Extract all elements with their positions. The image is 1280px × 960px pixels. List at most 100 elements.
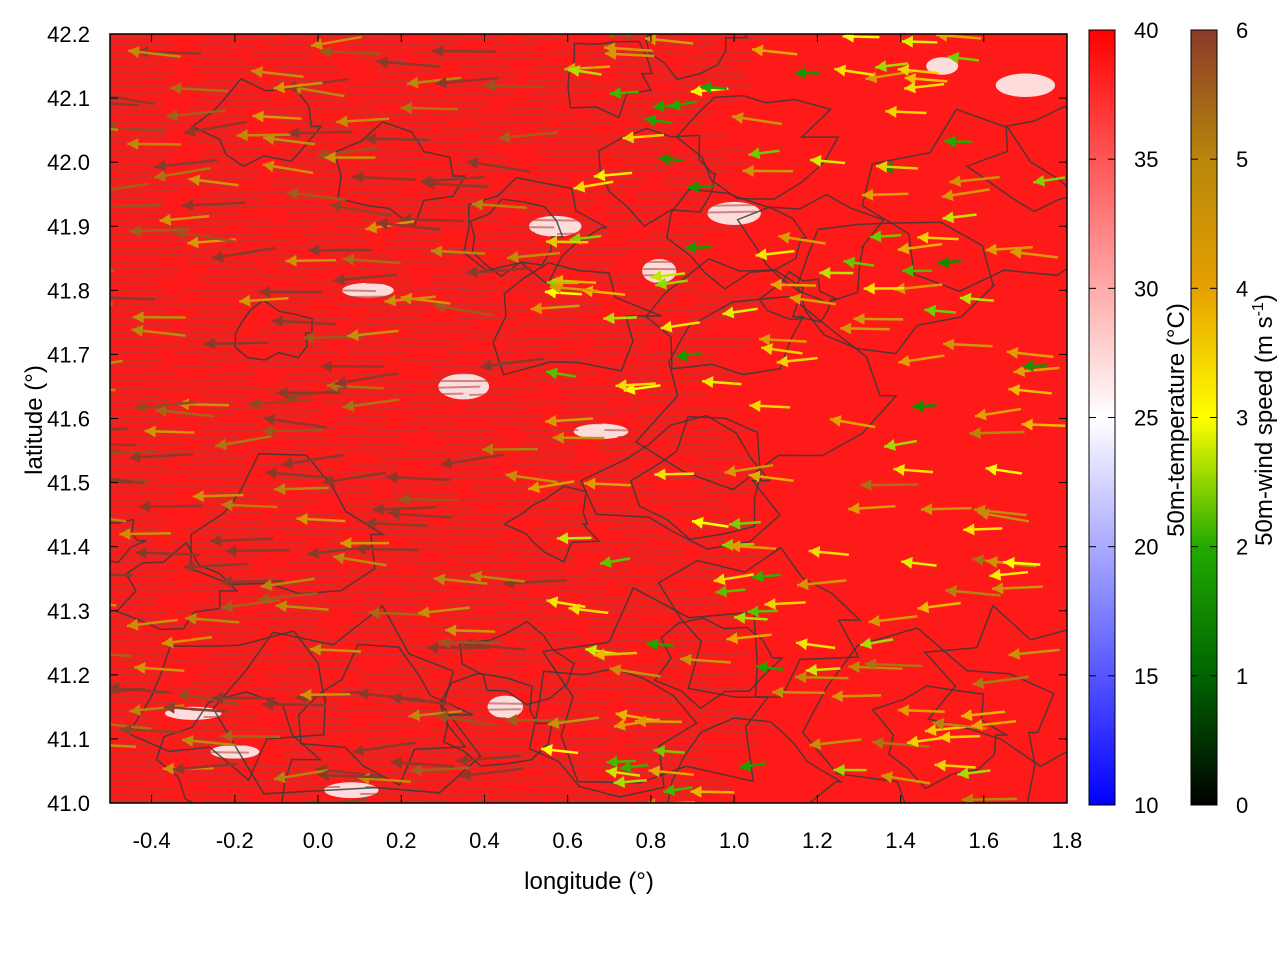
wind-streak [110, 420, 161, 424]
wind-vector [308, 244, 373, 257]
wind-streak [110, 786, 177, 790]
wind-vector [110, 723, 152, 731]
wind-vector [540, 744, 579, 757]
wind-streak [192, 456, 250, 459]
wind-streak [307, 240, 368, 243]
wind-vector [568, 65, 602, 77]
wind-streak [190, 170, 260, 173]
wind-vector [368, 606, 427, 619]
wind-streak [535, 65, 590, 68]
wind-vector [795, 671, 849, 684]
wind-streak [527, 70, 576, 74]
wind-streak [110, 681, 161, 685]
wind-vector [747, 605, 778, 618]
wind-streak [623, 141, 671, 144]
x-tick-label: 1.6 [968, 828, 999, 853]
wind-vector [713, 573, 754, 586]
wind-streak [208, 147, 263, 151]
wind-streak [491, 387, 538, 390]
wind-vector [177, 689, 239, 706]
y-tick-label: 41.8 [47, 278, 90, 303]
wind-streak [344, 295, 407, 298]
wind-streak [201, 394, 248, 397]
wind-vector [972, 675, 1029, 689]
contour-line [634, 295, 898, 491]
contour-line [598, 127, 717, 228]
wind-streak [525, 100, 592, 103]
wind-vector [110, 95, 155, 106]
wind-streak [588, 114, 655, 117]
temperature-colorbar-label: 50m-temperature (°C) [1163, 303, 1190, 537]
wind-vector [959, 292, 994, 305]
wind-streak [190, 793, 250, 796]
wind-streak [110, 457, 172, 460]
wind-vector [110, 388, 116, 392]
wind-streak [656, 252, 702, 256]
wind-vector [110, 359, 123, 365]
contour-line [675, 94, 840, 200]
wind-streak [581, 464, 632, 467]
wind-streak [627, 548, 684, 552]
wind-streak [554, 756, 608, 760]
wind-vector [376, 217, 441, 231]
wind-streak [452, 527, 519, 530]
wind-streak [457, 561, 520, 564]
wind-streak [110, 310, 171, 313]
wind-streak [283, 36, 354, 39]
y-axis: 41.0 41.1 41.2 41.3 41.4 41.5 41.6 41.7 41.8 41.9… [47, 22, 1067, 816]
wind-vector [917, 601, 961, 614]
wind-vector [544, 286, 582, 299]
wind-streak [641, 359, 716, 362]
wind-streak [530, 91, 593, 95]
wind-streak [286, 373, 346, 376]
wind-vector [960, 709, 1006, 722]
wind-streak [537, 149, 606, 153]
wind-streak [501, 345, 556, 348]
wind-streak [490, 548, 564, 552]
wind-streak [677, 84, 752, 88]
wind-streak [110, 42, 173, 46]
wind-streak [110, 170, 156, 174]
wind-vector [722, 306, 758, 319]
wind-vector [805, 663, 841, 676]
wind-streak [248, 288, 296, 291]
wind-streak [190, 728, 266, 732]
wind-streak [205, 79, 262, 83]
wind-streak [110, 372, 173, 375]
wind-streak [525, 219, 598, 222]
wind-streak [405, 42, 459, 46]
wind-streak [172, 364, 221, 368]
wind-streak [363, 100, 436, 103]
wind-vector [119, 527, 171, 540]
wind-streak [277, 680, 346, 683]
wind-streak [458, 198, 509, 201]
wind-streak [607, 728, 667, 732]
wind-vector [945, 585, 1001, 598]
wind-vector [724, 463, 774, 477]
wind-streak [401, 261, 451, 264]
wind-streak [282, 70, 342, 74]
wind-streak [110, 252, 177, 256]
wind-vector [654, 468, 695, 481]
wind-vector [110, 653, 132, 658]
wind-vector [992, 582, 1044, 595]
wind-streak [594, 470, 668, 473]
wind-vector [1006, 346, 1054, 359]
contour-line [645, 257, 805, 376]
wind-streak [498, 259, 552, 263]
wind-streak [110, 512, 159, 515]
wind-streak [389, 239, 440, 242]
wind-streak [110, 345, 184, 349]
wind-vector [483, 79, 545, 92]
x-tick-label: 1.2 [802, 828, 833, 853]
contour-line [234, 298, 313, 361]
wind-vector [155, 405, 215, 418]
wind-vector [989, 568, 1029, 581]
wind-streak [566, 408, 641, 411]
wind-vector [809, 738, 862, 751]
wind-streak [284, 380, 337, 383]
wind-vector [973, 504, 1027, 517]
wind-streak [110, 632, 172, 636]
wind-streak [527, 561, 577, 564]
wind-vector [949, 175, 1000, 188]
